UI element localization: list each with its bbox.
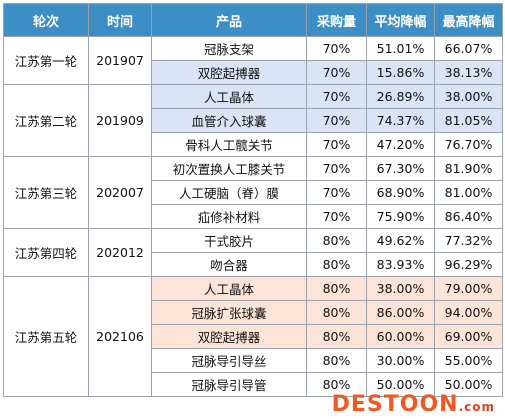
table-row: 疝修补材料 70% 75.90% 86.40% bbox=[4, 204, 503, 229]
volume-cell: 80% bbox=[306, 300, 367, 325]
max-drop-cell: 69.00% bbox=[434, 324, 503, 349]
avg-drop-cell: 50.00% bbox=[366, 372, 435, 397]
volume-cell: 80% bbox=[306, 348, 367, 373]
avg-drop-cell: 75.90% bbox=[366, 204, 435, 229]
max-drop-cell: 81.05% bbox=[434, 108, 503, 133]
product-cell: 人工晶体 bbox=[151, 84, 307, 109]
avg-drop-cell: 30.00% bbox=[366, 348, 435, 373]
header-product: 产品 bbox=[151, 3, 307, 37]
product-cell: 冠脉导引导丝 bbox=[151, 348, 307, 373]
product-cell: 冠脉导引导管 bbox=[151, 372, 307, 397]
period-cell: 201907 bbox=[88, 36, 152, 85]
round-cell: 江苏第五轮 bbox=[3, 276, 89, 397]
header-max-drop: 最高降幅 bbox=[434, 3, 503, 37]
volume-cell: 70% bbox=[306, 84, 367, 109]
max-drop-cell: 50.00% bbox=[434, 372, 503, 397]
avg-drop-cell: 51.01% bbox=[366, 36, 435, 61]
header-period: 时间 bbox=[88, 3, 152, 37]
volume-cell: 70% bbox=[306, 36, 367, 61]
max-drop-cell: 79.00% bbox=[434, 276, 503, 301]
table-row: 江苏第五轮 202106 人工晶体 80% 38.00% 79.00% bbox=[3, 276, 503, 397]
volume-cell: 80% bbox=[306, 228, 367, 253]
table-row: 冠脉扩张球囊 80% 86.00% 94.00% bbox=[4, 300, 503, 325]
avg-drop-cell: 26.89% bbox=[366, 84, 435, 109]
product-cell: 骨科人工髋关节 bbox=[151, 132, 307, 157]
avg-drop-cell: 60.00% bbox=[366, 324, 435, 349]
avg-drop-cell: 74.37% bbox=[366, 108, 435, 133]
watermark: DESTOON.com bbox=[331, 392, 495, 417]
header-row: 轮次 时间 产品 采购量 平均降幅 最高降幅 bbox=[3, 3, 503, 37]
volume-cell: 80% bbox=[306, 276, 367, 301]
header-avg-drop: 平均降幅 bbox=[366, 3, 435, 37]
avg-drop-cell: 86.00% bbox=[366, 300, 435, 325]
max-drop-cell: 66.07% bbox=[434, 36, 503, 61]
max-drop-cell: 38.13% bbox=[434, 60, 503, 85]
max-drop-cell: 77.32% bbox=[434, 228, 503, 253]
procurement-table: 轮次 时间 产品 采购量 平均降幅 最高降幅 江苏第一轮 201907 冠脉支架 70… bbox=[3, 3, 503, 397]
max-drop-cell: 81.00% bbox=[434, 180, 503, 205]
max-drop-cell: 86.40% bbox=[434, 204, 503, 229]
product-cell: 人工硬脑（脊）膜 bbox=[151, 180, 307, 205]
volume-cell: 70% bbox=[306, 108, 367, 133]
volume-cell: 70% bbox=[306, 132, 367, 157]
product-cell: 干式胶片 bbox=[151, 228, 307, 253]
product-cell: 初次置换人工膝关节 bbox=[151, 156, 307, 181]
round-cell: 江苏第一轮 bbox=[3, 36, 89, 85]
period-cell: 202007 bbox=[88, 156, 152, 229]
header-volume: 采购量 bbox=[306, 3, 367, 37]
table-row: 江苏第三轮 202007 初次置换人工膝关节 70% 67.30% 81.90% bbox=[3, 156, 503, 229]
avg-drop-cell: 47.20% bbox=[366, 132, 435, 157]
volume-cell: 80% bbox=[306, 372, 367, 397]
volume-cell: 80% bbox=[306, 252, 367, 277]
max-drop-cell: 96.29% bbox=[434, 252, 503, 277]
product-cell: 双腔起搏器 bbox=[151, 60, 307, 85]
period-cell: 202106 bbox=[88, 276, 152, 397]
volume-cell: 70% bbox=[306, 180, 367, 205]
table-row: 双腔起搏器 80% 60.00% 69.00% bbox=[4, 324, 503, 349]
period-cell: 201909 bbox=[88, 84, 152, 157]
max-drop-cell: 55.00% bbox=[434, 348, 503, 373]
avg-drop-cell: 67.30% bbox=[366, 156, 435, 181]
avg-drop-cell: 38.00% bbox=[366, 276, 435, 301]
period-cell: 202012 bbox=[88, 228, 152, 277]
table-row: 吻合器 80% 83.93% 96.29% bbox=[4, 252, 503, 277]
table-row: 江苏第二轮 201909 人工晶体 70% 26.89% 38.00% bbox=[3, 84, 503, 157]
avg-drop-cell: 68.90% bbox=[366, 180, 435, 205]
product-cell: 人工晶体 bbox=[151, 276, 307, 301]
table-row: 冠脉导引导管 80% 50.00% 50.00% bbox=[4, 372, 503, 397]
product-cell: 吻合器 bbox=[151, 252, 307, 277]
table-row: 双腔起搏器 70% 15.86% 38.13% bbox=[4, 60, 503, 85]
volume-cell: 70% bbox=[306, 204, 367, 229]
volume-cell: 80% bbox=[306, 324, 367, 349]
avg-drop-cell: 83.93% bbox=[366, 252, 435, 277]
table-row: 血管介入球囊 70% 74.37% 81.05% bbox=[4, 108, 503, 133]
max-drop-cell: 38.00% bbox=[434, 84, 503, 109]
product-cell: 血管介入球囊 bbox=[151, 108, 307, 133]
round-cell: 江苏第三轮 bbox=[3, 156, 89, 229]
max-drop-cell: 76.70% bbox=[434, 132, 503, 157]
max-drop-cell: 81.90% bbox=[434, 156, 503, 181]
header-round: 轮次 bbox=[3, 3, 89, 37]
round-cell: 江苏第二轮 bbox=[3, 84, 89, 157]
product-cell: 双腔起搏器 bbox=[151, 324, 307, 349]
table-row: 冠脉导引导丝 80% 30.00% 55.00% bbox=[4, 348, 503, 373]
product-cell: 冠脉扩张球囊 bbox=[151, 300, 307, 325]
table-row: 江苏第四轮 202012 干式胶片 80% 49.62% 77.32% bbox=[3, 228, 503, 277]
avg-drop-cell: 15.86% bbox=[366, 60, 435, 85]
volume-cell: 70% bbox=[306, 156, 367, 181]
round-cell: 江苏第四轮 bbox=[3, 228, 89, 277]
max-drop-cell: 94.00% bbox=[434, 300, 503, 325]
table-row: 骨科人工髋关节 70% 47.20% 76.70% bbox=[4, 132, 503, 157]
table-row: 人工硬脑（脊）膜 70% 68.90% 81.00% bbox=[4, 180, 503, 205]
avg-drop-cell: 49.62% bbox=[366, 228, 435, 253]
product-cell: 冠脉支架 bbox=[151, 36, 307, 61]
table-row: 江苏第一轮 201907 冠脉支架 70% 51.01% 66.07% bbox=[3, 36, 503, 85]
volume-cell: 70% bbox=[306, 60, 367, 85]
product-cell: 疝修补材料 bbox=[151, 204, 307, 229]
